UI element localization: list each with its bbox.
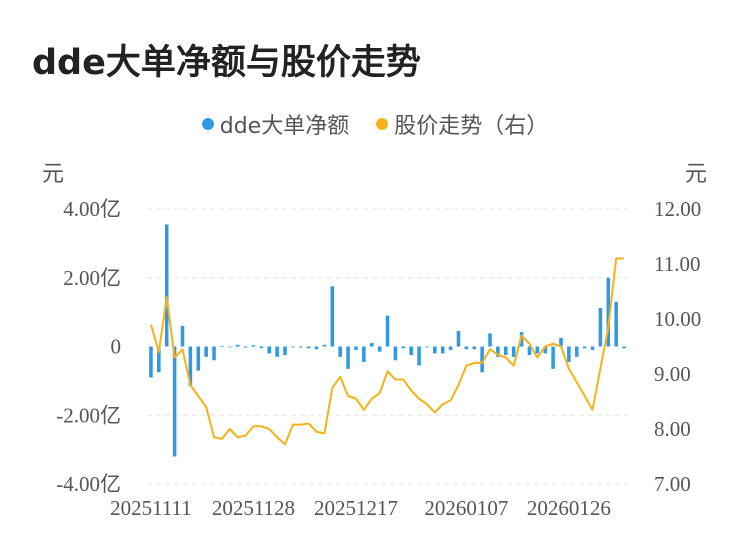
bar-mark [488,333,492,347]
chart-title: dde大单净额与股价走势 [32,43,421,83]
bar-mark [298,346,303,348]
bar-mark [472,346,477,350]
bar-mark [598,308,603,347]
bar-mark [464,346,469,350]
x-tick-label: 20260107 [424,496,508,520]
bar-mark [164,224,169,347]
bar-mark [590,346,595,350]
x-tick-label: 20251128 [212,496,295,520]
bar-mark [259,346,264,349]
x-tick-label: 20251111 [110,496,192,520]
bar-mark [346,346,350,369]
bar-mark [377,346,382,352]
left-axis-unit: 元 [42,162,65,187]
bar-mark [251,345,256,347]
bar-mark [614,301,618,347]
left-tick-label: 2.00亿 [63,266,121,290]
legend-dot-price [376,118,389,130]
right-tick-label: 9.00 [654,362,691,386]
bar-mark [567,346,571,362]
bar-series [149,224,626,457]
legend-dot-dde [201,118,214,130]
grid-lines [147,208,628,485]
left-tick-label: 0 [111,335,122,359]
bar-mark [606,277,611,347]
bar-mark [275,346,279,357]
bar-mark [314,346,319,350]
bar-mark [582,346,587,349]
legend-item-price[interactable]: 股价走势（右） [376,108,548,140]
right-tick-label: 11.00 [654,252,700,276]
bar-mark [180,325,185,347]
bar-mark [204,346,208,357]
right-tick-label: 10.00 [654,307,701,331]
left-tick-label: -4.00亿 [56,472,121,496]
bar-mark [338,346,342,357]
line-series [149,257,625,446]
bar-mark [322,344,327,347]
bar-mark [330,286,335,347]
bar-mark [220,345,224,347]
legend-label-dde: dde大单净额 [219,114,350,139]
right-axis-unit: 元 [685,162,708,187]
bar-mark [448,346,453,350]
x-axis-ticks: 20251111 20251128 20251217 20260107 20260126 [110,496,611,520]
bar-mark [409,346,413,356]
bar-mark [267,346,271,354]
bar-mark [504,346,508,356]
bar-mark [243,346,248,348]
price-line [149,257,625,446]
right-tick-label: 12.00 [654,197,701,221]
legend: dde大单净额 股价走势（右） [0,108,750,140]
left-tick-label: -2.00亿 [56,403,121,427]
bar-mark [235,344,240,347]
x-tick-label: 20251217 [314,496,398,520]
bar-mark [291,346,295,348]
bar-mark [433,346,437,354]
bar-mark [354,346,358,350]
bar-mark [228,346,232,348]
bar-mark [283,346,287,356]
bar-mark [212,346,216,361]
bar-mark [306,346,311,349]
bar-mark [574,346,579,357]
legend-label-price: 股价走势（右） [394,114,549,139]
bar-mark [362,346,366,362]
bar-mark [196,346,201,371]
bar-mark [393,346,398,361]
right-tick-label: 7.00 [654,472,691,496]
bar-mark [440,346,445,354]
bar-mark [425,346,429,348]
bar-mark [480,346,484,373]
bar-mark [157,346,161,373]
bar-mark [385,315,390,347]
bar-mark [369,343,374,347]
bar-mark [172,346,177,457]
legend-item-dde[interactable]: dde大单净额 [201,108,350,140]
bar-mark [622,346,626,349]
bar-mark [543,346,547,354]
bar-mark [188,346,193,387]
bar-mark [551,346,555,369]
bar-mark [527,346,532,356]
bar-mark [496,346,500,357]
bar-mark [456,331,461,347]
left-tick-label: 4.00亿 [63,197,121,221]
bar-mark [401,346,406,349]
bar-mark [149,346,153,378]
left-axis-ticks: 4.00亿 2.00亿 0 -2.00亿 -4.00亿 [56,197,121,496]
bar-mark [535,346,540,354]
bar-mark [511,346,516,357]
right-tick-label: 8.00 [654,417,691,441]
x-tick-label: 20260126 [527,496,611,520]
right-axis-ticks: 12.00 11.00 10.00 9.00 8.00 7.00 [654,197,701,496]
bar-mark [559,337,563,347]
bar-mark [417,346,421,366]
